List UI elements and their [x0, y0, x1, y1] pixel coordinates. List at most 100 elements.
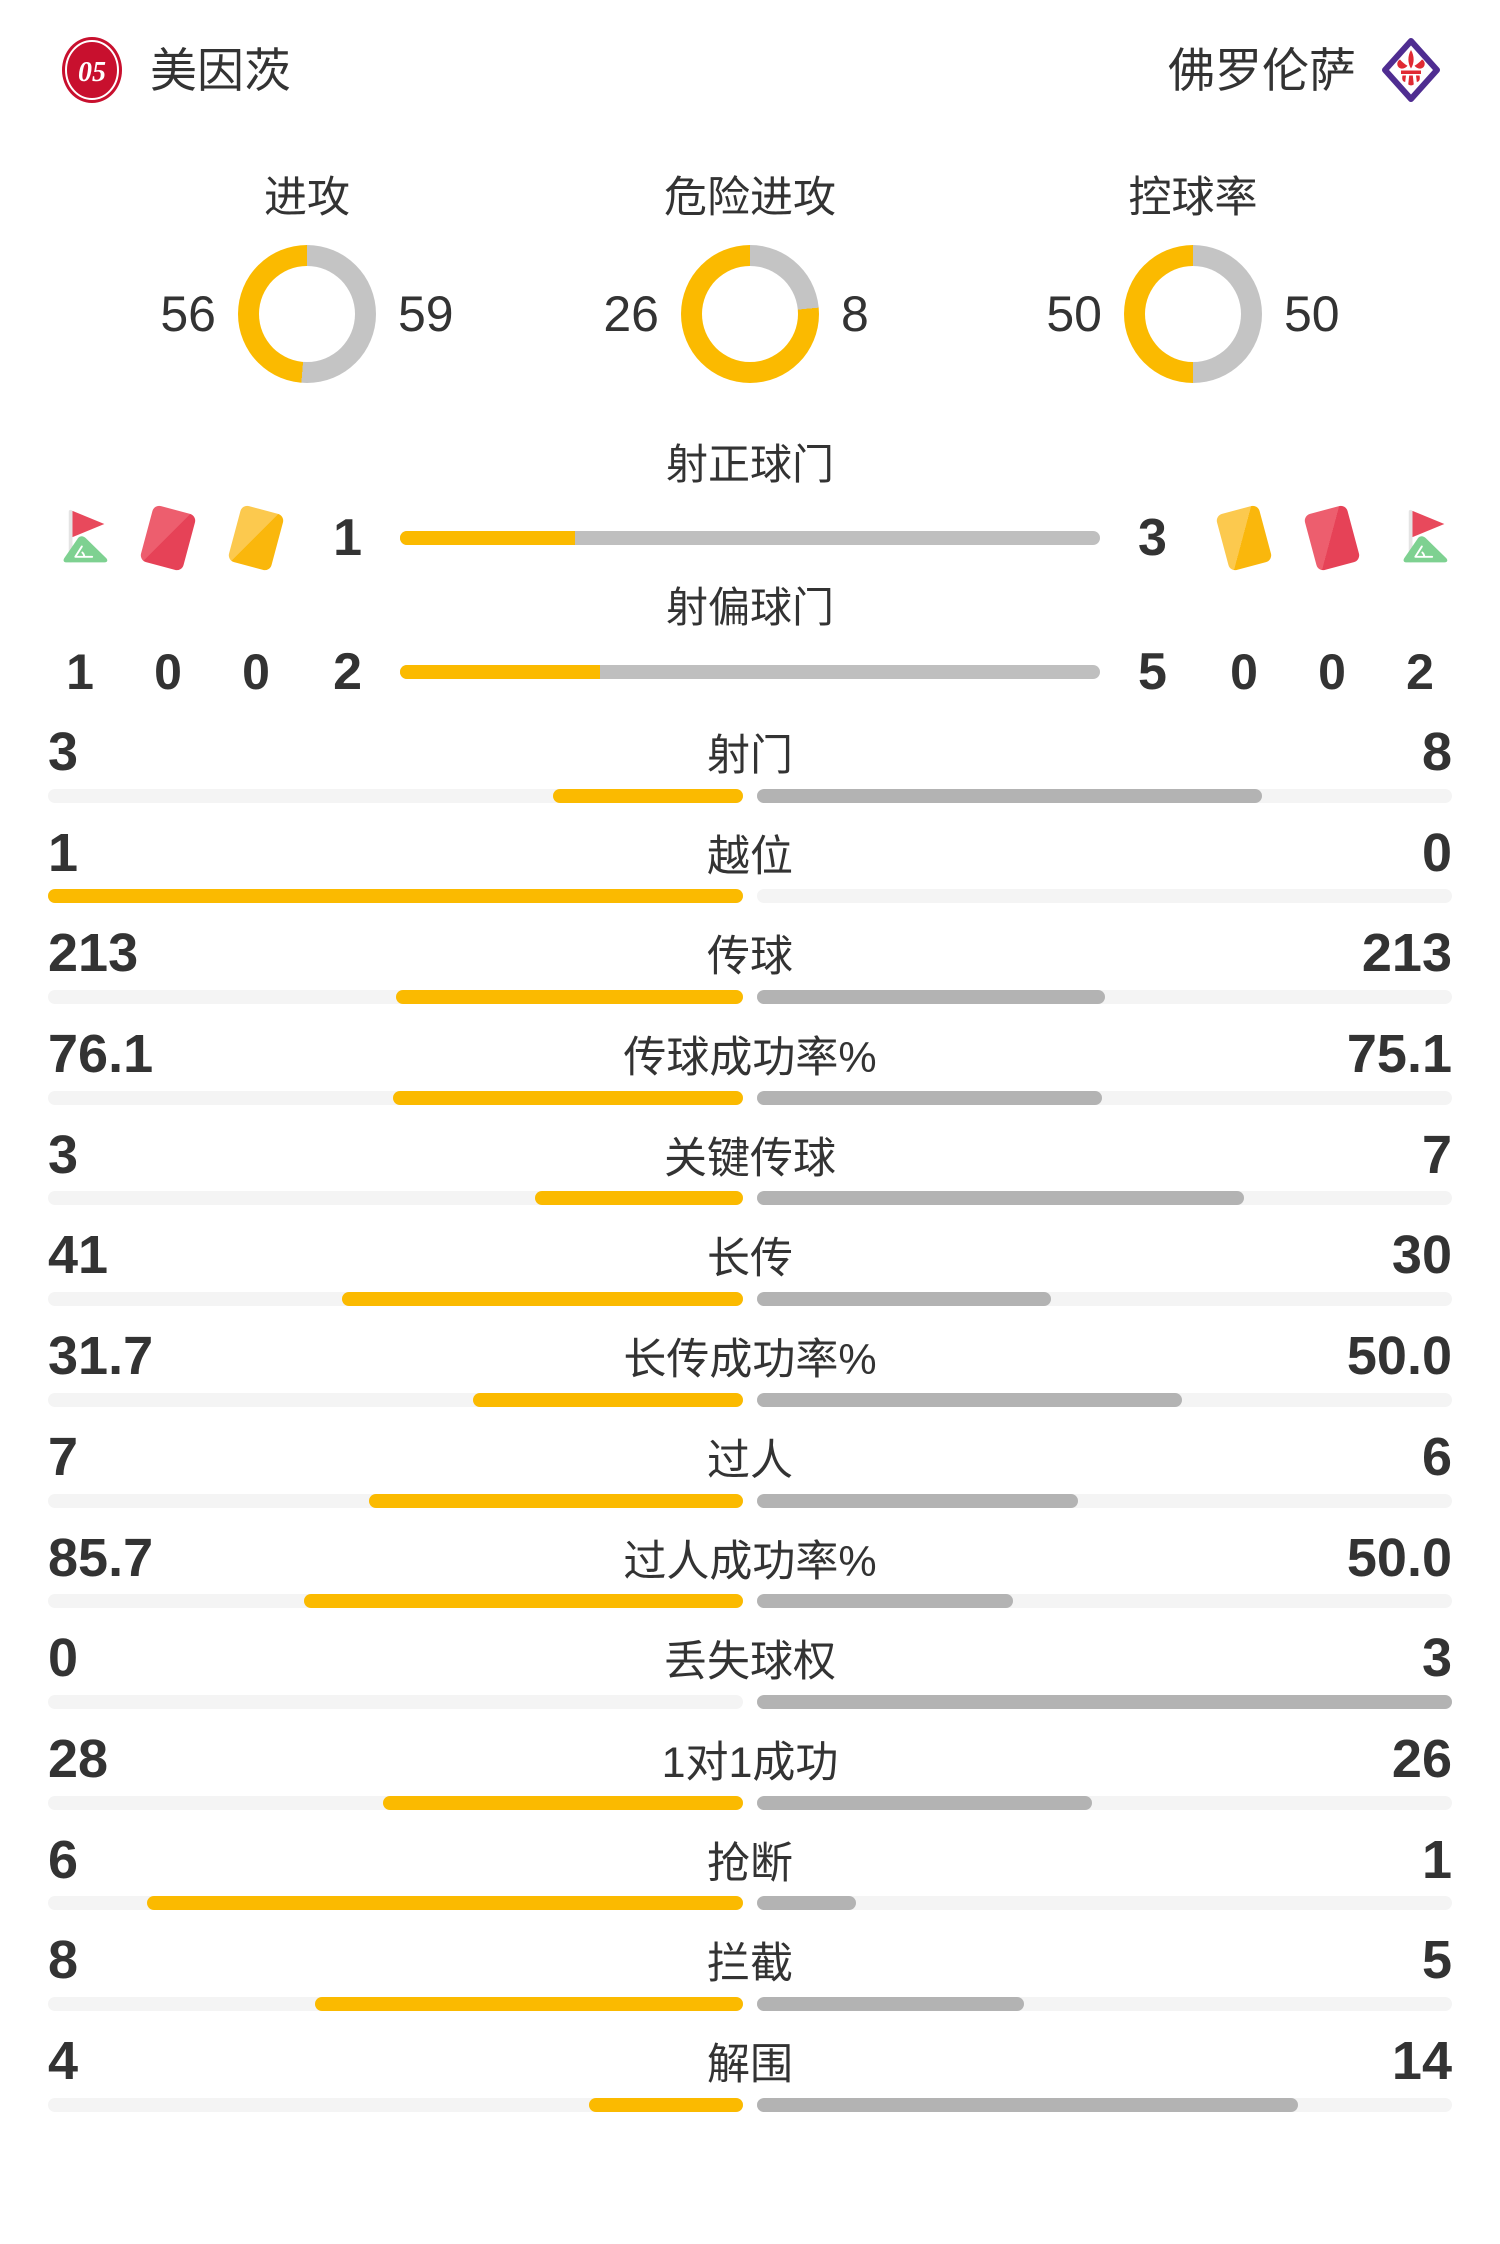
- stat-fill-home: [315, 1996, 743, 2011]
- stat-line: 76.1 传球成功率% 75.1: [48, 1026, 1452, 1083]
- stat-row: 3 射门 8: [48, 724, 1452, 803]
- discipline-count: 2: [1406, 644, 1434, 701]
- svg-text:05: 05: [78, 57, 106, 88]
- stat-bar: [48, 1292, 1452, 1307]
- red-card-icon: [139, 504, 197, 572]
- stat-label: 解围: [707, 2040, 793, 2089]
- stat-away-value: 14: [1391, 2030, 1452, 2091]
- stat-fill-away: [757, 1896, 857, 1911]
- stat-away-value: 50.0: [1346, 1326, 1452, 1387]
- donut-chart: [238, 245, 376, 384]
- stat-fill-away: [757, 1795, 1092, 1810]
- donut-row: 26 8: [593, 245, 907, 384]
- stat-fill-away: [757, 1493, 1078, 1508]
- stat-fill-away: [757, 1694, 1452, 1709]
- stat-label: 过人: [707, 1436, 793, 1485]
- stat-track-home: [48, 1694, 743, 1709]
- stat-fill-home: [48, 889, 743, 904]
- stat-label: 过人成功率%: [623, 1537, 877, 1586]
- stat-away-value: 75.1: [1346, 1024, 1452, 1085]
- home-discipline-icons: [48, 504, 288, 572]
- stat-row: 76.1 传球成功率% 75.1: [48, 1026, 1452, 1105]
- stat-bar: [48, 1493, 1452, 1508]
- stat-home-value: 28: [48, 1728, 109, 1789]
- stat-line: 3 射门 8: [48, 724, 1452, 781]
- stat-row: 3 关键传球 7: [48, 1127, 1452, 1206]
- donut-chart: [681, 245, 819, 384]
- stat-line: 4 解围 14: [48, 2033, 1452, 2090]
- discipline-count: 0: [1230, 644, 1258, 701]
- stat-away-value: 30: [1391, 1225, 1452, 1286]
- stat-fill-away: [757, 1090, 1103, 1105]
- stat-away-value: 0: [1421, 822, 1452, 883]
- stat-bar: [48, 1795, 1452, 1810]
- donut-row: 50 50: [1036, 245, 1350, 384]
- stat-track-home: [48, 2097, 743, 2112]
- stat-fill-away: [757, 1292, 1051, 1307]
- yellow-card-icon: [1215, 504, 1273, 572]
- stat-home-value: 4: [48, 2030, 79, 2091]
- stat-bar: [48, 1896, 1452, 1911]
- donut-label: 控球率: [1128, 174, 1258, 222]
- yellow-card-slot: [224, 504, 288, 572]
- stat-bar: [48, 990, 1452, 1005]
- donut-away-value: 8: [841, 286, 869, 343]
- stat-bar: [48, 1392, 1452, 1407]
- stat-home-value: 31.7: [48, 1326, 154, 1387]
- shots-off-target-bar: [400, 665, 1100, 680]
- donut-home-value: 50: [1046, 286, 1102, 343]
- donut-hole: [259, 266, 355, 363]
- stat-bar: [48, 1090, 1452, 1105]
- stat-label: 拦截: [707, 1940, 793, 1989]
- stat-home-value: 3: [48, 1124, 79, 1185]
- stat-line: 0 丢失球权 3: [48, 1630, 1452, 1687]
- stat-home-value: 0: [48, 1628, 79, 1689]
- stat-fill-home: [588, 2097, 743, 2112]
- stat-away-value: 3: [1421, 1628, 1452, 1689]
- stat-bar: [48, 1191, 1452, 1206]
- stat-fill-home: [382, 1795, 743, 1810]
- stat-line: 6 抢断 1: [48, 1829, 1452, 1890]
- stat-away-value: 50.0: [1346, 1527, 1452, 1588]
- stat-label: 越位: [707, 832, 793, 881]
- stat-fill-home: [534, 1191, 743, 1206]
- away-team-name: 佛罗伦萨: [1168, 43, 1356, 97]
- stat-fill-home: [553, 788, 743, 803]
- corner-flag-slot: [1388, 504, 1452, 572]
- red-card-slot: [1300, 504, 1364, 572]
- stat-fill-away: [757, 1594, 1014, 1609]
- stat-track-away: [757, 889, 1452, 904]
- stat-line: 31.7 长传成功率% 50.0: [48, 1328, 1452, 1385]
- stat-label: 长传成功率%: [623, 1336, 877, 1385]
- stat-home-value: 1: [48, 822, 79, 883]
- discipline-count: 0: [154, 644, 182, 701]
- stat-label: 丢失球权: [664, 1638, 836, 1687]
- stat-line: 7 过人 6: [48, 1429, 1452, 1486]
- stat-row: 213 传球 213: [48, 925, 1452, 1005]
- donut-section: 进攻 56 59 危险进攻 26 8 控球率 50 50: [0, 174, 1500, 384]
- stat-bar: [48, 788, 1452, 803]
- donut-away-value: 59: [398, 286, 454, 343]
- stat-track-away: [757, 1896, 1452, 1911]
- stat-label: 传球成功率%: [623, 1034, 877, 1083]
- yellow-card-icon: [227, 504, 285, 572]
- donut-label: 进攻: [264, 174, 350, 222]
- yellow-card-slot: [1212, 504, 1276, 572]
- home-team: 05 美因茨: [60, 36, 291, 104]
- stat-away-value: 5: [1421, 1930, 1452, 1991]
- stat-fill-home: [368, 1493, 743, 1508]
- stat-row: 0 丢失球权 3: [48, 1630, 1452, 1709]
- stat-row: 28 1对1成功 26: [48, 1731, 1452, 1810]
- stat-label: 传球: [707, 933, 793, 982]
- corner-flag-slot: [48, 504, 112, 572]
- stats-list: 3 射门 8 1 越位 0 213 传球 213: [0, 724, 1500, 2112]
- stat-away-value: 6: [1421, 1426, 1452, 1487]
- stat-bar: [48, 1594, 1452, 1609]
- stat-away-value: 1: [1421, 1829, 1452, 1890]
- stat-fill-home: [395, 990, 743, 1005]
- stat-fill-away: [757, 2097, 1298, 2112]
- discipline-count: 0: [242, 644, 270, 701]
